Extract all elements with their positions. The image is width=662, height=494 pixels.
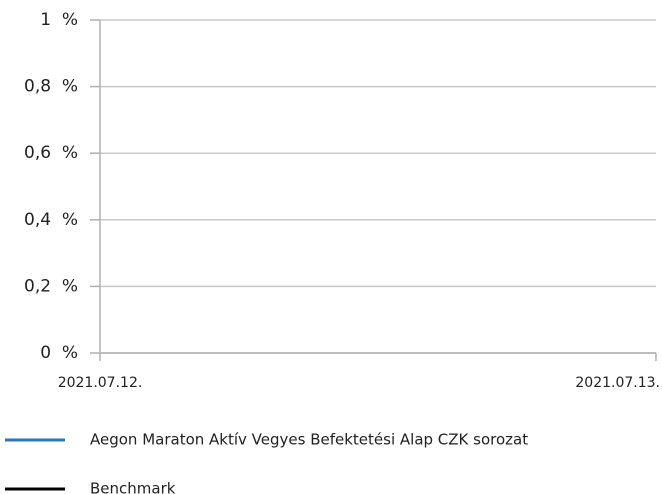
x-tick-label: 2021.07.13. bbox=[575, 375, 660, 391]
y-tick-label: 0,4 % bbox=[24, 210, 78, 230]
y-tick-label: 1 % bbox=[40, 10, 78, 30]
y-tick-label: 0,6 % bbox=[24, 143, 78, 163]
y-tick-label: 0,8 % bbox=[24, 77, 78, 97]
legend-label: Aegon Maraton Aktív Vegyes Befektetési A… bbox=[90, 431, 528, 449]
legend-label: Benchmark bbox=[90, 480, 176, 494]
x-tick-label: 2021.07.12. bbox=[58, 375, 143, 391]
y-tick-label: 0 % bbox=[40, 343, 78, 363]
y-tick-label: 0,2 % bbox=[24, 276, 78, 296]
